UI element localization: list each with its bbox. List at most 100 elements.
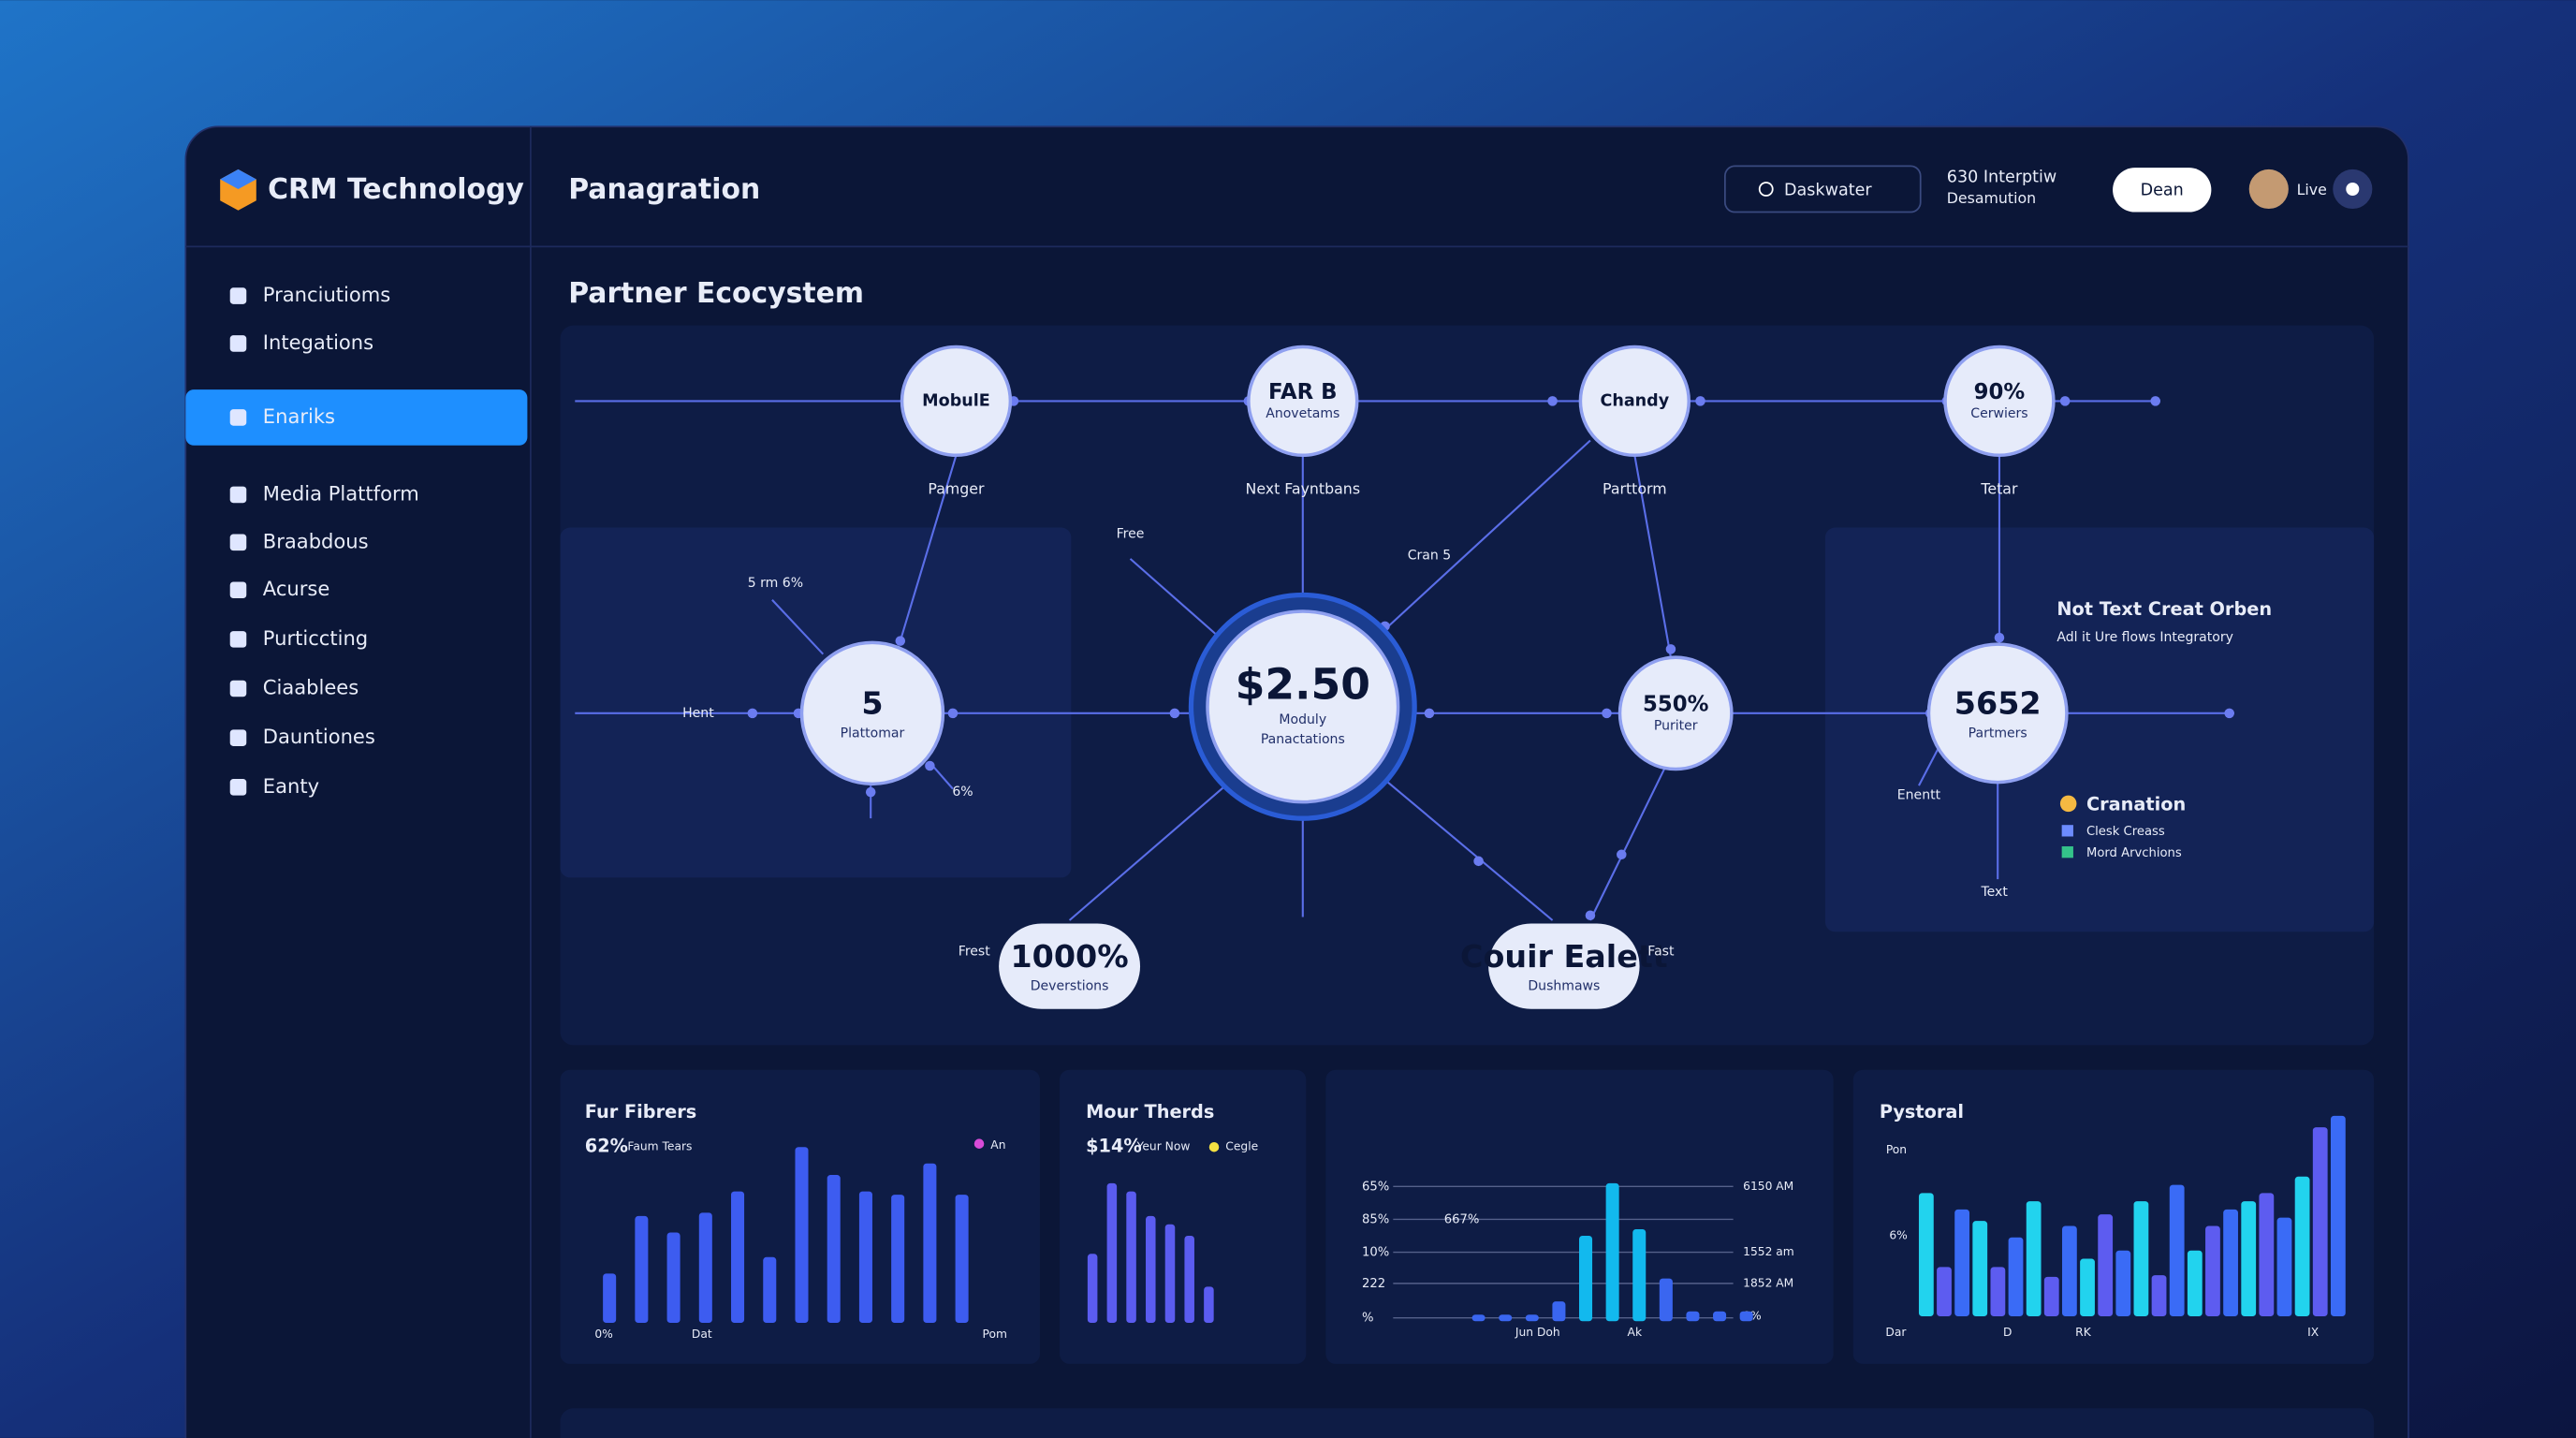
node-sub: Plattomar [841,726,905,741]
node-label: $2.50 [1236,659,1370,709]
edge-label: Enentt [1897,788,1941,803]
search-box[interactable] [1723,165,1922,213]
nav-item[interactable]: Integations [263,330,373,354]
node[interactable] [1488,923,1640,1009]
card-text: Pon [1886,1143,1907,1156]
bar [1164,1224,1176,1323]
section-title: Partner Ecocystem [568,277,864,310]
nav-item[interactable]: Ciaablees [263,676,359,699]
legend-dot [973,1138,985,1149]
bar [827,1175,841,1323]
card-text: An [990,1138,1005,1152]
edge-dot [865,786,876,798]
edge-dot [947,708,959,719]
card-text: 667% [1444,1212,1480,1226]
edge-dot [1585,910,1596,920]
bar [2133,1201,2149,1316]
node[interactable] [799,640,945,786]
node[interactable] [1578,345,1690,458]
bar [731,1191,745,1323]
panel-subtitle: Adl it Ure flows Integratory [2056,630,2233,645]
bar [2115,1250,2131,1316]
bar [635,1215,649,1323]
nav-icon [229,581,247,598]
card-text: Dar [1885,1326,1907,1339]
bar [1659,1278,1673,1322]
node[interactable] [1926,642,2069,785]
settings-icon [2346,182,2360,196]
node[interactable] [1247,345,1359,458]
node[interactable] [900,345,1013,458]
legend-item: Mord Arvchions [2086,846,2182,860]
legend-icon [2059,795,2077,813]
nav-item[interactable]: Pranciutioms [263,283,390,306]
nav-item[interactable]: Dauntiones [263,725,375,748]
bar [1579,1235,1593,1322]
node[interactable] [1943,345,2056,458]
card-text: Yeur Now [1136,1140,1191,1153]
edge-dot [1617,849,1627,860]
search-icon [1758,182,1774,197]
legend-dot [1208,1141,1220,1152]
edge-dot [1695,396,1705,406]
header-button[interactable] [2113,168,2212,213]
bar [2008,1237,2024,1316]
card-text: 6150 AM [1743,1180,1793,1193]
bar [2151,1275,2167,1316]
bottom-panel [560,1408,2375,1438]
bar [1204,1286,1214,1323]
bar [1990,1267,2006,1316]
bar [2169,1184,2185,1316]
node-sub: Puriter [1654,718,1698,733]
bar [603,1273,617,1323]
edge-dot [1994,632,2005,643]
node-label: MobulE [922,391,990,410]
nav-item[interactable]: Braabdous [263,529,369,552]
node[interactable] [1617,655,1734,771]
card-text: 6% [1889,1228,1907,1241]
bar [763,1256,777,1323]
nav-item[interactable]: Purticcting [263,626,368,650]
edge-label: Text [1980,885,2008,900]
info-title: 630 Interptiw [1947,169,2057,187]
bar [955,1195,969,1323]
node[interactable] [999,923,1141,1009]
bar [1739,1311,1753,1322]
edge-dot [1424,708,1435,719]
nav-icon [229,335,247,352]
nav-item[interactable]: Eanty [263,774,319,798]
card-text: 10% [1362,1246,1389,1260]
bar [1954,1209,1970,1316]
nav-icon [229,486,247,504]
node-label: Chandy [1600,391,1669,410]
bar [2098,1214,2114,1316]
node-sub: Moduly [1279,712,1326,727]
card-text: RK [2075,1326,2092,1339]
card-text: Pom [983,1328,1007,1341]
edge-dot [1665,644,1676,654]
avatar[interactable] [2248,169,2289,210]
bar [1937,1267,1952,1316]
nav-item[interactable]: Media Plattform [263,481,419,505]
edge-dot [2150,396,2160,406]
bar [2259,1193,2275,1316]
legend-swatch [2061,825,2073,837]
node-caption: Parttorm [1603,480,1667,498]
bar [2330,1115,2346,1316]
bar [1146,1215,1156,1323]
card-text: D [2003,1326,2012,1339]
node-sub: Cerwiers [1970,406,2027,421]
right-subpanel [1824,527,2375,932]
node-caption: Tetar [1980,480,2018,498]
nav-icon [229,287,247,304]
node-label: Couir Ealett [1460,938,1668,975]
node-sub: Partmers [1969,726,2027,741]
node-sub: Anovetams [1266,406,1339,421]
edge-dot [1169,708,1180,719]
bar [666,1232,681,1323]
node[interactable] [1206,609,1400,804]
nav-item[interactable]: Acurse [263,577,330,600]
nav-item[interactable]: Enariks [263,404,335,428]
edge-dot [1547,396,1558,406]
